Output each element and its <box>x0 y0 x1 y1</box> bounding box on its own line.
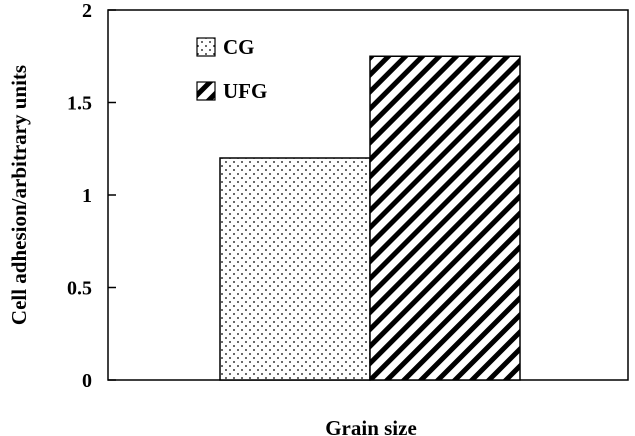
y-tick-label: 1 <box>82 185 92 207</box>
legend-label-ufg: UFG <box>223 79 267 103</box>
y-tick-label: 1.5 <box>67 93 92 115</box>
y-tick-label: 0 <box>82 370 92 392</box>
legend-label-cg: CG <box>223 35 255 59</box>
x-axis-label: Grain size <box>325 416 417 436</box>
y-axis-ticks: 0 0.5 1 1.5 2 <box>67 0 116 392</box>
bars-group <box>219 55 521 381</box>
y-axis-label: Cell adhesion/arbitrary units <box>7 65 31 325</box>
y-tick-label: 2 <box>82 0 92 22</box>
legend-swatch-cg <box>196 37 216 57</box>
legend: CG UFG <box>196 35 267 103</box>
y-tick-label: 0.5 <box>67 278 92 300</box>
legend-swatch-ufg <box>196 81 216 101</box>
bar-cg <box>219 157 371 381</box>
bar-ufg <box>369 55 521 381</box>
